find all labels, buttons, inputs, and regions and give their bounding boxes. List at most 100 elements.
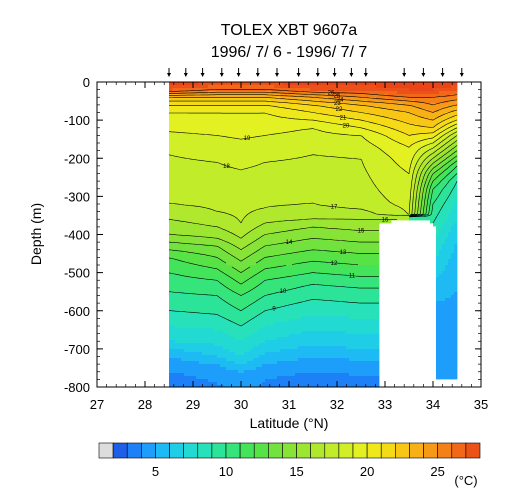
field-cell (187, 160, 191, 164)
field-cell (370, 196, 374, 200)
field-cell (433, 136, 437, 140)
field-cell (271, 175, 275, 179)
field-cell (445, 118, 449, 122)
field-cell (388, 82, 392, 86)
field-cell (322, 139, 326, 143)
field-cell (253, 181, 257, 185)
field-cell (190, 238, 194, 242)
field-cell (277, 109, 281, 113)
field-cell (286, 145, 290, 149)
field-cell (355, 82, 359, 86)
field-cell (436, 205, 440, 209)
field-cell (220, 166, 224, 170)
field-cell (385, 184, 389, 188)
field-cell (190, 166, 194, 170)
field-cell (208, 163, 212, 167)
field-cell (442, 145, 446, 149)
field-cell (253, 238, 257, 242)
field-cell (307, 145, 311, 149)
field-cell (214, 202, 218, 206)
field-cell (415, 217, 419, 221)
field-cell (328, 175, 332, 179)
field-cell (283, 163, 287, 167)
field-cell (331, 193, 335, 197)
field-cell (400, 160, 404, 164)
field-cell (439, 133, 443, 137)
field-cell (355, 208, 359, 212)
field-cell (346, 175, 350, 179)
field-cell (442, 220, 446, 224)
field-cell (454, 199, 458, 203)
field-cell (391, 88, 395, 92)
field-cell (217, 196, 221, 200)
field-cell (190, 205, 194, 209)
field-cell (361, 136, 365, 140)
field-cell (205, 208, 209, 212)
field-cell (367, 115, 371, 119)
field-cell (181, 229, 185, 233)
field-cell (247, 91, 251, 95)
field-cell (451, 217, 455, 221)
field-cell (370, 154, 374, 158)
field-cell (421, 127, 425, 131)
field-cell (268, 184, 272, 188)
field-cell (226, 175, 230, 179)
field-cell (238, 172, 242, 176)
field-cell (241, 172, 245, 176)
field-cell (355, 184, 359, 188)
field-cell (433, 100, 437, 104)
field-cell (343, 178, 347, 182)
field-cell (238, 169, 242, 173)
field-cell (292, 148, 296, 152)
field-cell (286, 88, 290, 92)
field-cell (205, 169, 209, 173)
field-cell (454, 211, 458, 215)
field-cell (214, 133, 218, 137)
field-cell (430, 157, 434, 161)
field-cell (415, 103, 419, 107)
field-cell (205, 205, 209, 209)
field-cell (394, 97, 398, 101)
field-cell (433, 109, 437, 113)
field-cell (427, 97, 431, 101)
field-cell (376, 145, 380, 149)
field-cell (349, 217, 353, 221)
field-cell (355, 91, 359, 95)
field-cell (442, 214, 446, 218)
field-cell (373, 109, 377, 113)
field-cell (340, 97, 344, 101)
field-cell (409, 109, 413, 113)
field-cell (328, 214, 332, 218)
field-cell (235, 241, 239, 245)
field-cell (184, 223, 188, 227)
field-cell (412, 184, 416, 188)
field-cell (223, 160, 227, 164)
field-cell (427, 100, 431, 104)
field-cell (436, 121, 440, 125)
field-cell (199, 232, 203, 236)
field-cell (259, 124, 263, 128)
field-cell (415, 139, 419, 143)
field-cell (271, 142, 275, 146)
field-cell (205, 199, 209, 203)
field-cell (256, 241, 260, 245)
field-cell (361, 166, 365, 170)
field-cell (277, 190, 281, 194)
field-cell (400, 91, 404, 95)
field-cell (448, 229, 452, 233)
field-cell (199, 238, 203, 242)
field-cell (436, 232, 440, 236)
field-cell (217, 124, 221, 128)
field-cell (394, 184, 398, 188)
field-cell (319, 103, 323, 107)
field-cell (367, 103, 371, 107)
field-cell (358, 142, 362, 146)
field-cell (355, 166, 359, 170)
field-cell (355, 133, 359, 137)
field-cell (325, 127, 329, 131)
field-cell (205, 142, 209, 146)
field-cell (340, 220, 344, 224)
field-cell (304, 106, 308, 110)
field-cell (292, 85, 296, 89)
field-cell (238, 211, 242, 215)
